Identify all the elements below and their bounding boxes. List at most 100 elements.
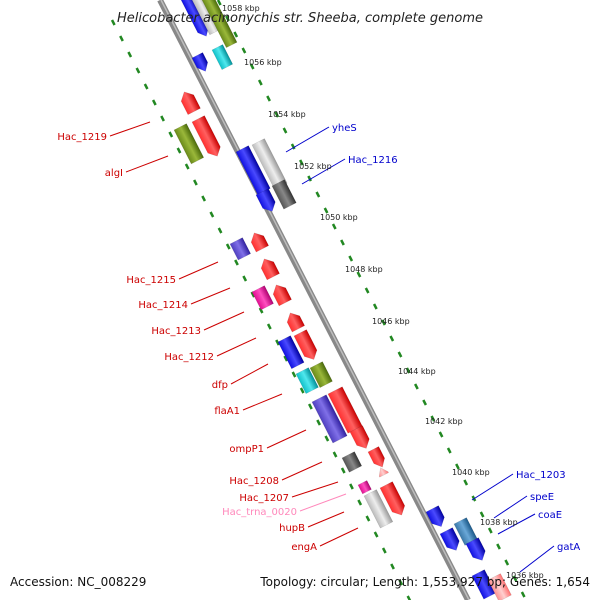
- gene-arrow: [255, 188, 276, 212]
- track-dash: [348, 255, 354, 262]
- scale-label: 1050 kbp: [320, 213, 358, 222]
- track-dash: [332, 451, 338, 458]
- track-dash: [430, 415, 436, 422]
- track-dash: [349, 483, 354, 490]
- track-dash: [184, 163, 190, 170]
- gene-label: Hac_1216: [348, 155, 398, 166]
- track-dash: [274, 111, 280, 118]
- track-dash: [201, 195, 207, 202]
- track-dash: [446, 447, 452, 454]
- scale-labels: 1058 kbp 1056 kbp 1054 kbp 1052 kbp 1050 kbp…: [222, 4, 544, 580]
- leader-line: [299, 493, 347, 512]
- track-dash: [258, 307, 264, 314]
- track-dash: [242, 275, 248, 282]
- leader-line: [493, 495, 528, 519]
- scale-label: 1058 kbp: [222, 4, 260, 13]
- gene-label: Hac_trna_0020: [222, 507, 297, 518]
- scale-label: 1056 kbp: [244, 58, 282, 67]
- gene-arrow: [191, 115, 221, 157]
- track-dash: [381, 319, 386, 326]
- gene-arrow: [293, 329, 318, 360]
- track-dash: [135, 67, 141, 74]
- gene-arrow: [180, 91, 201, 115]
- label-leader-lines: [109, 121, 555, 573]
- track-dash: [487, 527, 493, 534]
- gene-label: flaA1: [214, 406, 240, 417]
- leader-line: [125, 155, 169, 173]
- track-dash: [324, 435, 330, 442]
- scale-track: [216, 0, 526, 598]
- gene-block: [229, 237, 251, 261]
- track-dash: [316, 419, 322, 426]
- track-dash: [406, 595, 412, 600]
- track-dash: [438, 431, 444, 438]
- gene-block: [211, 44, 234, 70]
- track-dash: [299, 387, 305, 394]
- outer-dotted-track: [110, 19, 412, 600]
- leader-line: [319, 527, 359, 547]
- track-dash: [390, 563, 395, 570]
- gene-block: [251, 285, 274, 311]
- scale-label: 1042 kbp: [425, 417, 463, 426]
- scale-label: 1048 kbp: [345, 265, 383, 274]
- leader-line: [230, 363, 269, 385]
- scale-label: 1036 kbp: [506, 571, 544, 580]
- track-dash: [389, 335, 395, 342]
- gene-label: Hac_1203: [516, 470, 566, 481]
- gene-label: gatA: [557, 542, 580, 553]
- track-dash: [315, 191, 321, 198]
- left-gene-labels: Hac_1219 algI Hac_1215 Hac_1214 Hac_1213 Hac_…: [57, 132, 317, 553]
- gene-label: hupB: [279, 523, 305, 534]
- track-dash: [372, 303, 378, 310]
- leader-line: [497, 513, 536, 535]
- track-dash: [308, 403, 313, 410]
- track-dash: [364, 287, 370, 294]
- track-dash: [291, 371, 297, 378]
- track-dash: [275, 339, 280, 346]
- track-dash: [398, 579, 404, 586]
- scale-label: 1054 kbp: [268, 110, 306, 119]
- track-dash: [455, 463, 460, 470]
- gene-arrow: [175, 0, 209, 37]
- gene-label: Hac_1207: [239, 493, 289, 504]
- track-dash: [357, 499, 363, 506]
- leader-line: [203, 311, 245, 331]
- gene-block: [199, 0, 238, 49]
- gene-arrow: [367, 446, 385, 468]
- track-dash: [249, 63, 255, 70]
- gene-label: Hac_1214: [138, 300, 188, 311]
- track-dash: [405, 367, 411, 374]
- gene-label: Hac_1208: [229, 476, 279, 487]
- leader-line: [291, 481, 339, 498]
- gene-block: [311, 394, 348, 444]
- gene-label: yheS: [332, 123, 357, 134]
- gene-block: [251, 138, 288, 190]
- track-dash: [233, 31, 239, 38]
- track-dash: [266, 323, 272, 330]
- track-dash: [414, 383, 419, 390]
- topology-text: Topology: circular; Length: 1,553,927 bp…: [259, 575, 590, 589]
- gene-arrow: [250, 232, 269, 253]
- gene-block: [363, 489, 394, 529]
- gene-block: [341, 451, 363, 473]
- leader-line: [285, 126, 330, 153]
- track-dash: [209, 211, 215, 218]
- gene-block: [235, 145, 271, 196]
- gene-block: [277, 335, 305, 370]
- map-title: Helicobacter acinonychis str. Sheeba, co…: [117, 11, 483, 26]
- track-dash: [496, 543, 501, 550]
- track-dash: [110, 19, 116, 26]
- genome-backbone: [157, 0, 471, 600]
- track-dash: [266, 95, 271, 102]
- scale-label: 1046 kbp: [372, 317, 410, 326]
- leader-line: [242, 393, 283, 411]
- gene-label: engA: [291, 542, 317, 553]
- track-dash: [282, 127, 288, 134]
- track-dash: [479, 511, 485, 518]
- gene-arrow: [425, 505, 445, 527]
- track-dash: [356, 271, 362, 278]
- accession-text: Accession: NC_008229: [10, 575, 146, 589]
- track-dash: [225, 243, 231, 250]
